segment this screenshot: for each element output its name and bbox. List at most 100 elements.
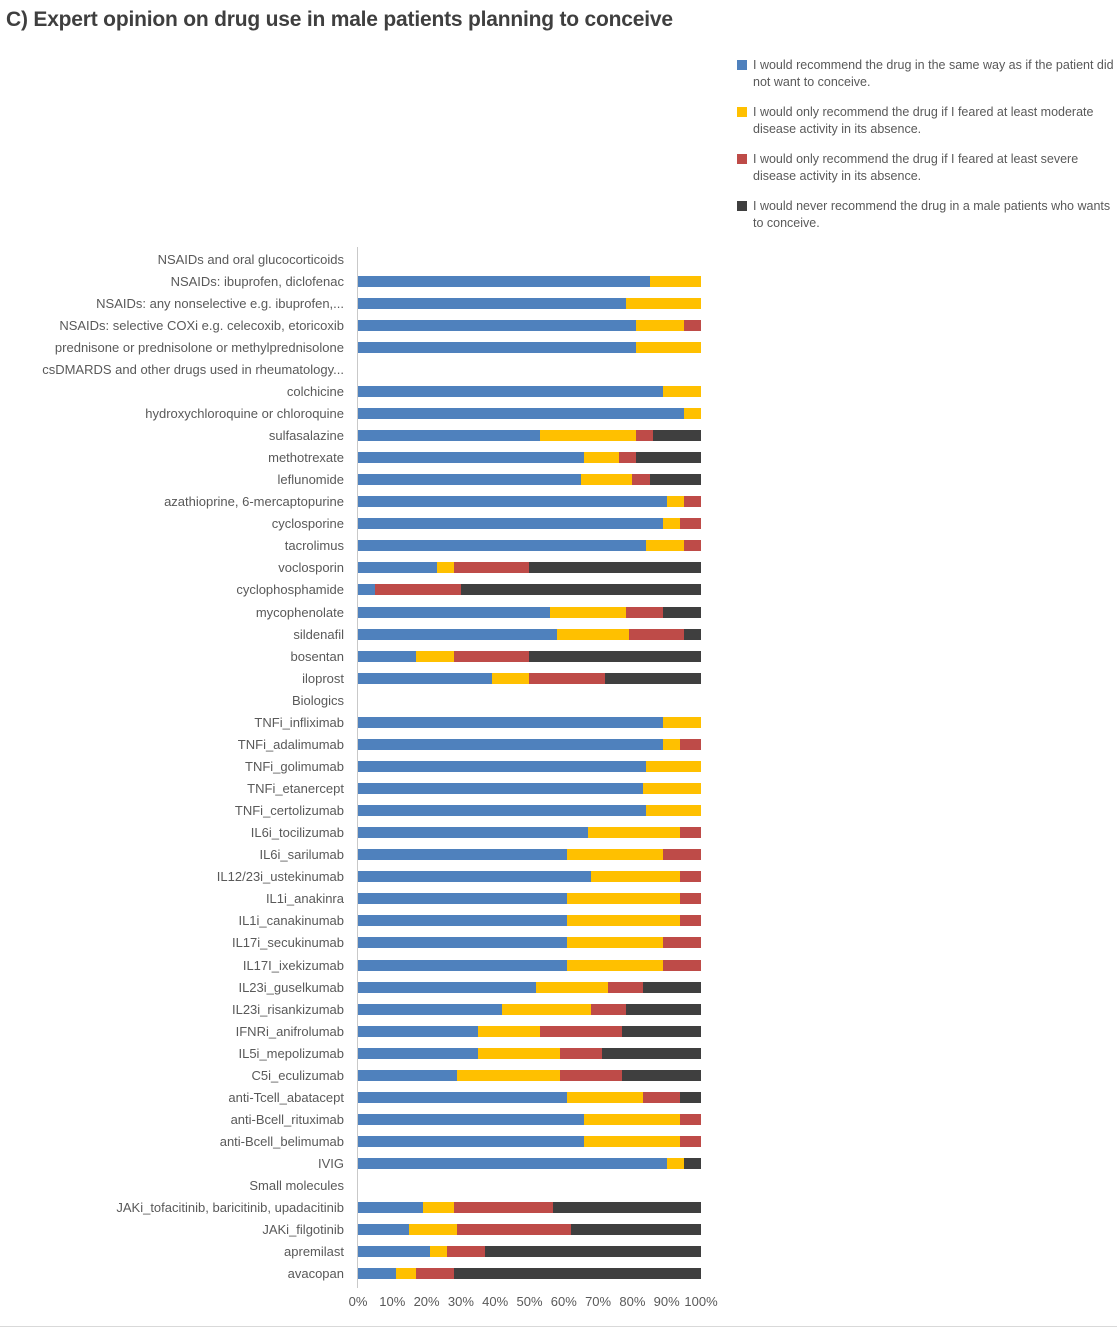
- blue-bar-segment: [358, 385, 664, 397]
- bar-track: [358, 893, 701, 905]
- category-label: cyclosporine: [271, 516, 344, 532]
- blue-bar-segment: [358, 871, 592, 883]
- chart-row: NSAIDs: any nonselective e.g. ibuprofen,…: [0, 292, 1117, 314]
- black-bar-segment: [570, 1224, 701, 1236]
- black-bar-segment: [622, 1025, 701, 1037]
- blue-bar-segment: [358, 1003, 503, 1015]
- group-header-label: Biologics: [291, 692, 344, 708]
- legend-label: I would only recommend the drug if I fea…: [753, 105, 1094, 136]
- chart-row: JAKi_tofacitinib, baricitinib, upadaciti…: [0, 1197, 1117, 1219]
- red-bar-segment: [683, 496, 701, 508]
- category-label: IL17I_ixekizumab: [242, 957, 344, 973]
- legend-item: I would only recommend the drug if I fea…: [737, 104, 1115, 138]
- category-label: anti-Bcell_rituximab: [230, 1111, 344, 1127]
- yellow-bar-segment: [663, 385, 701, 397]
- category-label: colchicine: [286, 383, 344, 399]
- bar-track: [358, 385, 701, 397]
- red-bar-segment: [680, 1113, 701, 1125]
- category-label: sulfasalazine: [268, 428, 344, 444]
- black-bar-segment: [625, 1003, 701, 1015]
- x-axis-tick-label: 90%: [653, 1294, 680, 1309]
- x-axis-tick-label: 40%: [482, 1294, 509, 1309]
- chart-row: JAKi_filgotinib: [0, 1219, 1117, 1241]
- group-header-row: Small molecules: [0, 1175, 1117, 1197]
- blue-bar-segment: [358, 1113, 585, 1125]
- black-bar-segment: [460, 584, 701, 596]
- chart-row: mycophenolate: [0, 601, 1117, 623]
- chart-row: avacopan: [0, 1263, 1117, 1285]
- blue-bar-segment: [358, 430, 540, 442]
- legend-label: I would recommend the drug in the same w…: [753, 58, 1114, 89]
- category-label: IL5i_mepolizumab: [238, 1045, 344, 1061]
- chart-row: cyclosporine: [0, 513, 1117, 535]
- blue-bar-segment: [358, 1158, 667, 1170]
- category-label: JAKi_filgotinib: [262, 1222, 344, 1238]
- red-bar-segment: [454, 1202, 554, 1214]
- red-bar-segment: [454, 562, 530, 574]
- category-label: IL23i_guselkumab: [238, 979, 344, 995]
- chart-row: prednisone or prednisolone or methylpred…: [0, 336, 1117, 358]
- blue-bar-segment: [358, 496, 667, 508]
- bar-track: [358, 738, 701, 750]
- x-axis-tick-label: 10%: [379, 1294, 406, 1309]
- bar-track: [358, 1069, 701, 1081]
- chart-row: leflunomide: [0, 469, 1117, 491]
- category-label: methotrexate: [268, 450, 344, 466]
- x-axis-tick-label: 20%: [413, 1294, 440, 1309]
- bar-track: [358, 650, 701, 662]
- yellow-bar-segment: [502, 1003, 592, 1015]
- blue-bar-segment: [358, 915, 568, 927]
- chart-row: azathioprine, 6-mercaptopurine: [0, 491, 1117, 513]
- blue-bar-segment: [358, 275, 650, 287]
- chart-row: IL6i_tocilizumab: [0, 822, 1117, 844]
- blue-bar-segment: [358, 937, 568, 949]
- red-bar-segment: [416, 1268, 455, 1280]
- red-bar-segment: [680, 827, 701, 839]
- x-axis-tick-label: 80%: [619, 1294, 646, 1309]
- category-label: leflunomide: [277, 472, 345, 488]
- blue-bar-segment: [358, 540, 647, 552]
- group-header-row: csDMARDS and other drugs used in rheumat…: [0, 358, 1117, 380]
- bar-track: [358, 407, 701, 419]
- category-label: IL6i_tocilizumab: [250, 825, 344, 841]
- bar-track: [358, 319, 701, 331]
- red-bar-segment: [539, 1025, 623, 1037]
- x-axis-tick-label: 0%: [348, 1294, 368, 1309]
- blue-bar-segment: [358, 452, 585, 464]
- red-bar-segment: [375, 584, 461, 596]
- red-legend-swatch: [737, 154, 747, 164]
- bar-track: [358, 1003, 701, 1015]
- blue-bar-segment: [358, 606, 551, 618]
- blue-bar-segment: [358, 716, 664, 728]
- red-bar-segment: [680, 871, 701, 883]
- yellow-bar-segment: [567, 915, 681, 927]
- red-bar-segment: [680, 915, 701, 927]
- blue-bar-segment: [358, 1202, 424, 1214]
- chart-row: hydroxychloroquine or chloroquine: [0, 402, 1117, 424]
- red-bar-segment: [529, 672, 605, 684]
- bar-track: [358, 297, 701, 309]
- bar-track: [358, 783, 701, 795]
- chart-row: anti-Bcell_rituximab: [0, 1108, 1117, 1130]
- red-bar-segment: [663, 937, 701, 949]
- chart-row: iloprost: [0, 667, 1117, 689]
- blue-bar-segment: [358, 1224, 410, 1236]
- bar-track: [358, 496, 701, 508]
- black-bar-segment: [484, 1246, 701, 1258]
- category-label: avacopan: [287, 1266, 344, 1282]
- yellow-bar-segment: [550, 606, 626, 618]
- bar-track: [358, 827, 701, 839]
- blue-bar-segment: [358, 341, 636, 353]
- black-bar-segment: [604, 672, 701, 684]
- yellow-bar-segment: [539, 430, 636, 442]
- bar-track: [358, 959, 701, 971]
- black-bar-segment: [652, 430, 701, 442]
- bar-track: [358, 1113, 701, 1125]
- bar-track: [358, 871, 701, 883]
- x-axis: 0% 10% 20% 30% 40% 50% 60% 70% 80% 90% 100%: [349, 1294, 718, 1312]
- yellow-bar-segment: [683, 407, 701, 419]
- red-bar-segment: [683, 319, 701, 331]
- blue-bar-segment: [358, 562, 437, 574]
- black-bar-segment: [649, 474, 701, 486]
- yellow-bar-segment: [591, 871, 681, 883]
